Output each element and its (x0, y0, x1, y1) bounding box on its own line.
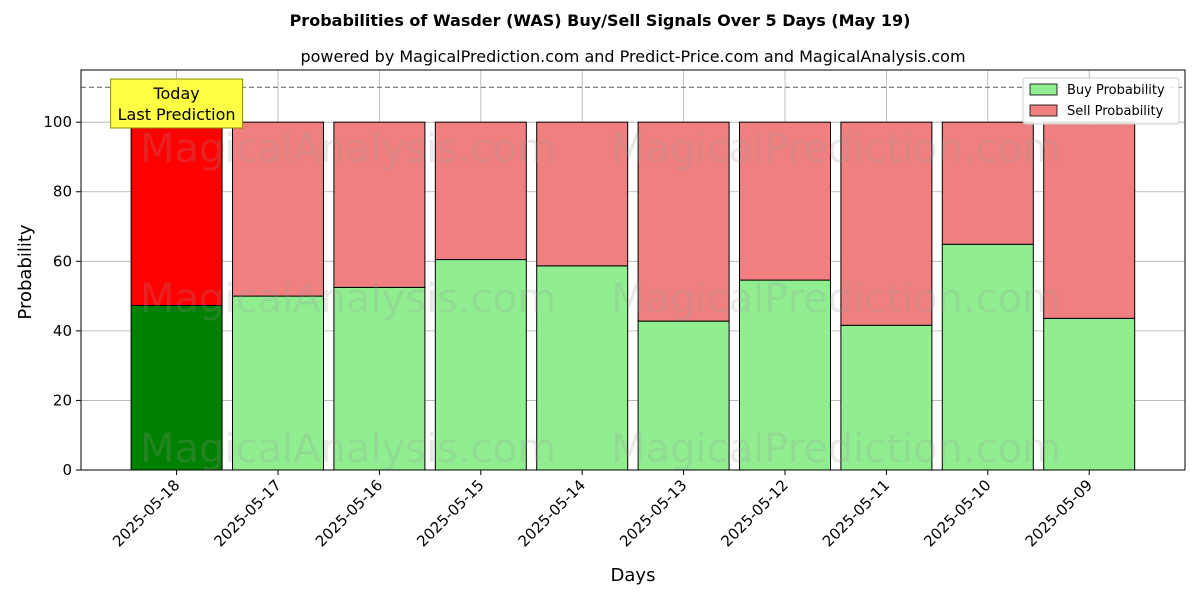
watermark-text: MagicalAnalysis.com (140, 126, 556, 172)
sell-bar (333, 121, 426, 288)
sell-bar (1043, 121, 1136, 319)
buy-bar (536, 265, 629, 471)
y-tick-label: 60 (53, 252, 72, 270)
buy-bar (130, 304, 223, 471)
buy-bar (840, 324, 933, 471)
x-axis: 2025-05-18 2025-05-17 2025-05-16 2025-05-15… (109, 470, 1096, 550)
x-tick-label: 2025-05-17 (210, 476, 284, 550)
today-annotation: Today Last Prediction (110, 78, 244, 129)
sell-bar (536, 121, 629, 267)
x-tick-label: 2025-05-09 (1022, 476, 1096, 550)
buy-bar (434, 259, 527, 471)
buy-bar (739, 279, 831, 471)
buy-bar (333, 286, 426, 471)
annotation-box (110, 78, 244, 129)
sell-bar (840, 121, 933, 326)
y-axis: 0 20 40 60 80 100 (43, 113, 81, 479)
x-tick-label: 2025-05-12 (717, 476, 791, 550)
sell-bar (434, 121, 527, 261)
legend: Buy Probability Sell Probability (1022, 77, 1180, 125)
watermark-text: MagicalPrediction.com (611, 126, 1061, 172)
x-axis-label: Days (611, 565, 656, 586)
legend-label: Buy Probability (1067, 83, 1165, 98)
x-tick-label: 2025-05-16 (312, 476, 386, 550)
legend-swatch (1029, 104, 1058, 117)
buy-bar (637, 320, 730, 471)
y-tick-label: 40 (53, 322, 72, 340)
buy-bar (1043, 317, 1136, 471)
x-tick-label: 2025-05-11 (819, 476, 893, 550)
annotation-line: Today (152, 84, 199, 103)
x-tick-label: 2025-05-13 (616, 476, 690, 550)
legend-label: Sell Probability (1067, 104, 1164, 119)
x-tick-label: 2025-05-15 (413, 476, 487, 550)
sell-bar (637, 121, 730, 322)
x-tick-label: 2025-05-18 (109, 476, 183, 550)
annotation-line: Last Prediction (118, 105, 236, 124)
y-tick-label: 100 (43, 113, 72, 131)
legend-frame (1022, 77, 1180, 125)
sell-bar (232, 121, 324, 297)
bars (130, 121, 1136, 471)
chart-subtitle: powered by MagicalPrediction.com and Pre… (300, 47, 965, 66)
x-tick-label: 2025-05-14 (515, 476, 589, 550)
sell-bar (941, 121, 1034, 245)
chart-title: Probabilities of Wasder (WAS) Buy/Sell S… (290, 11, 911, 30)
watermark-text: MagicalPrediction.com (611, 276, 1061, 322)
y-tick-label: 20 (53, 391, 72, 409)
watermarks: MagicalAnalysis.com MagicalPrediction.com… (140, 126, 1061, 472)
y-tick-label: 0 (62, 461, 72, 479)
buy-bar (941, 243, 1034, 471)
y-axis-label: Probability (15, 224, 36, 319)
sell-bar (130, 121, 223, 306)
watermark-text: MagicalPrediction.com (611, 426, 1061, 472)
sell-bar (739, 121, 831, 281)
legend-swatch (1029, 83, 1058, 96)
x-tick-label: 2025-05-10 (920, 476, 994, 550)
watermark-text: MagicalAnalysis.com (140, 276, 556, 322)
y-tick-label: 80 (53, 183, 72, 201)
watermark-text: MagicalAnalysis.com (140, 426, 556, 472)
plot-frame (80, 69, 1186, 471)
